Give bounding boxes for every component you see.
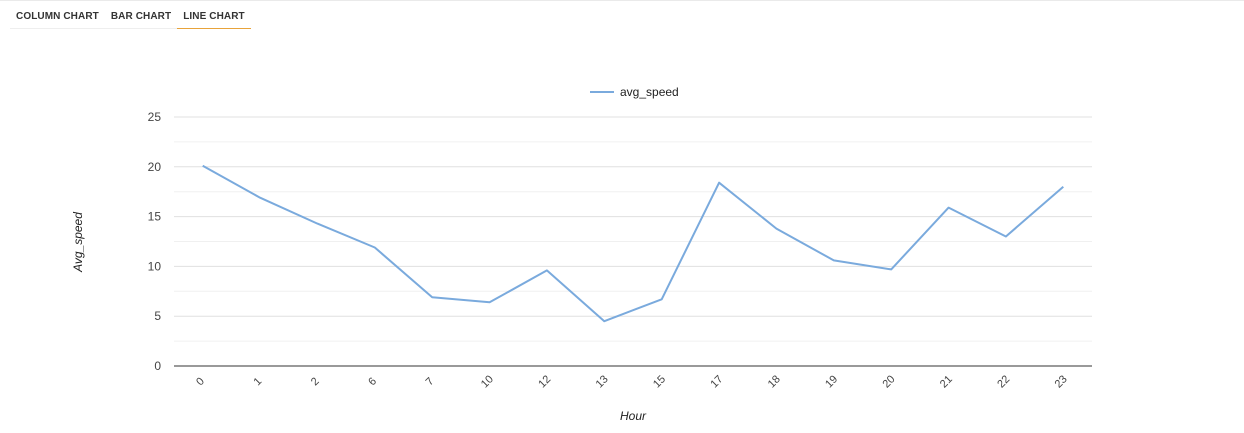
x-tick-label: 20 xyxy=(880,373,897,390)
tab-column-chart[interactable]: COLUMN CHART xyxy=(16,11,99,22)
x-tick-label: 2 xyxy=(309,375,322,388)
x-tick-label: 18 xyxy=(766,373,783,390)
x-tick-label: 23 xyxy=(1053,373,1070,390)
data-point[interactable] xyxy=(831,257,837,263)
y-tick-label: 10 xyxy=(148,259,162,273)
x-tick-label: 1 xyxy=(252,375,265,388)
data-point[interactable] xyxy=(888,266,894,272)
x-tick-label: 12 xyxy=(536,373,553,390)
series-points xyxy=(200,163,1067,324)
data-point[interactable] xyxy=(1003,234,1009,240)
x-tick-label: 7 xyxy=(424,375,437,388)
data-point[interactable] xyxy=(601,318,607,324)
legend-label: avg_speed xyxy=(620,85,679,99)
y-axis-label: Avg_speed xyxy=(71,212,85,273)
x-tick-label: 19 xyxy=(823,373,840,390)
data-point[interactable] xyxy=(716,180,722,186)
y-tick-label: 20 xyxy=(148,160,162,174)
x-tick-label: 17 xyxy=(708,373,725,390)
chart-legend[interactable]: avg_speed xyxy=(590,85,679,99)
tab-line-chart[interactable]: LINE CHART xyxy=(177,1,251,29)
chart-type-tabs: COLUMN CHART BAR CHART LINE CHART xyxy=(10,1,251,29)
data-point[interactable] xyxy=(429,294,435,300)
x-tick-label: 6 xyxy=(366,375,379,388)
data-point[interactable] xyxy=(946,205,952,211)
data-point[interactable] xyxy=(544,267,550,273)
data-point[interactable] xyxy=(372,244,378,250)
data-point[interactable] xyxy=(257,195,263,201)
y-tick-label: 15 xyxy=(148,210,162,224)
data-point[interactable] xyxy=(1060,184,1066,190)
y-tick-label: 25 xyxy=(148,110,162,124)
data-point[interactable] xyxy=(314,221,320,227)
data-point[interactable] xyxy=(659,296,665,302)
data-point[interactable] xyxy=(487,299,493,305)
x-axis-label: Hour xyxy=(620,409,647,423)
x-tick-label: 13 xyxy=(594,373,611,390)
x-tick-label: 22 xyxy=(995,373,1012,390)
x-tick-label: 15 xyxy=(651,373,668,390)
x-tick-label: 10 xyxy=(479,373,496,390)
x-tick-label: 0 xyxy=(194,375,207,388)
y-axis-ticks: 0 5 10 15 20 25 xyxy=(148,110,162,373)
x-tick-label: 21 xyxy=(938,373,955,390)
chart-type-tabbar: COLUMN CHART BAR CHART LINE CHART xyxy=(0,0,1244,29)
series-line-avg_speed[interactable] xyxy=(202,164,1064,323)
tab-bar-chart[interactable]: BAR CHART xyxy=(110,11,172,22)
chart-gridlines xyxy=(174,116,1092,342)
data-point[interactable] xyxy=(200,163,206,169)
data-point[interactable] xyxy=(773,226,779,232)
y-tick-label: 5 xyxy=(154,309,161,323)
y-tick-label: 0 xyxy=(154,359,161,373)
x-axis-ticks: 0 1 2 6 7 10 12 13 15 17 18 19 20 21 22 23 xyxy=(194,373,1070,390)
